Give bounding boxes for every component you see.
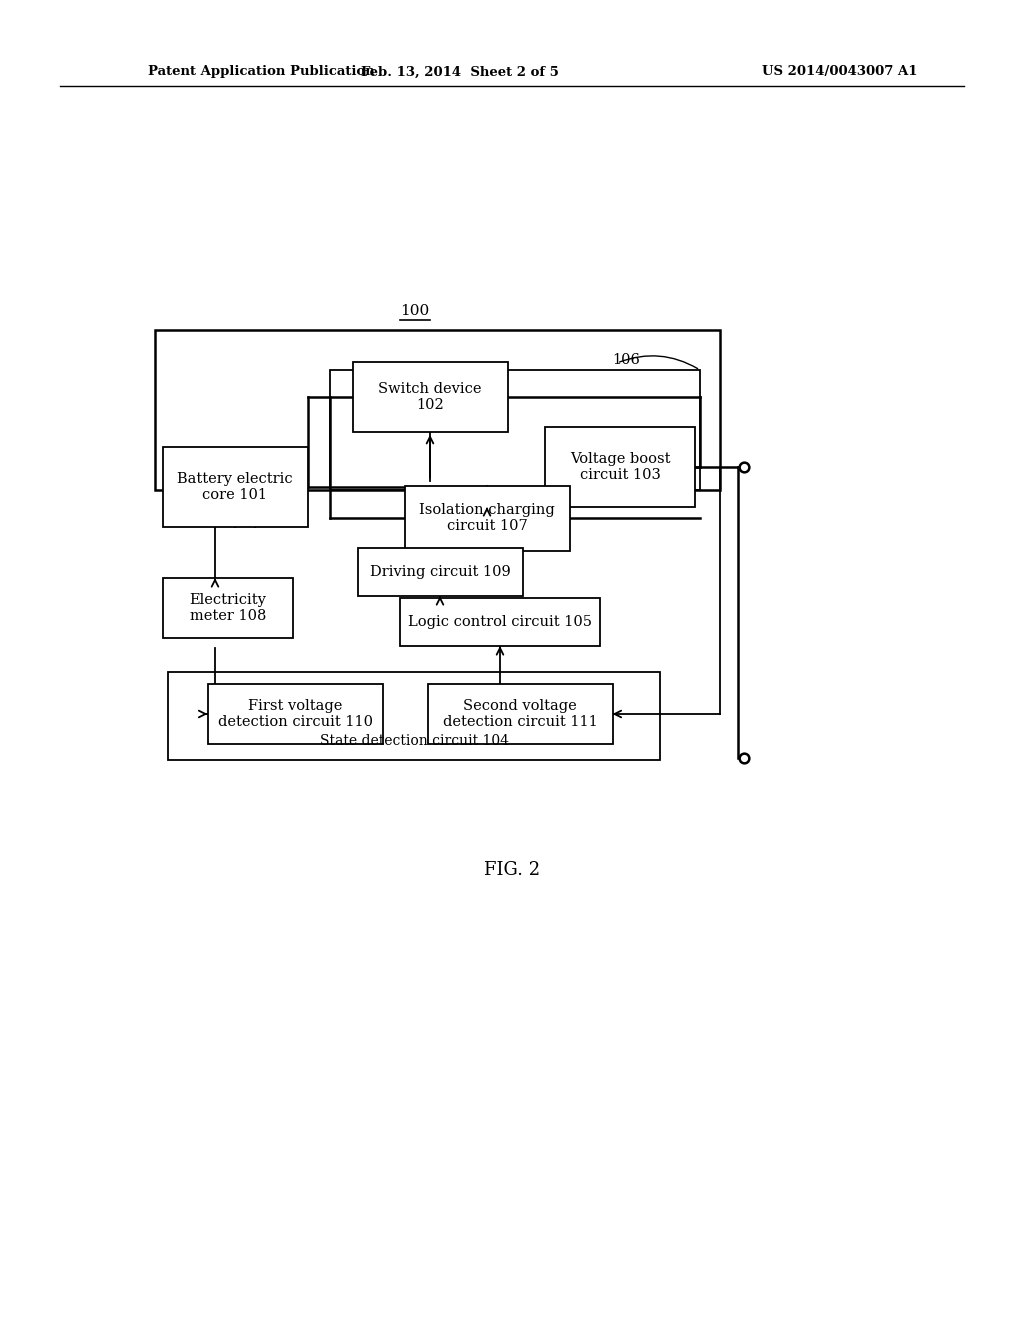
Text: Driving circuit 109: Driving circuit 109: [370, 565, 510, 579]
Text: Logic control circuit 105: Logic control circuit 105: [408, 615, 592, 630]
Text: FIG. 2: FIG. 2: [484, 861, 540, 879]
Bar: [404, 486, 569, 550]
Bar: [400, 598, 600, 645]
Text: 106: 106: [612, 352, 640, 367]
Bar: [357, 548, 522, 597]
Text: First voltage
detection circuit 110: First voltage detection circuit 110: [217, 698, 373, 729]
Bar: [330, 370, 700, 490]
Bar: [352, 362, 508, 432]
Bar: [155, 330, 720, 490]
Text: Patent Application Publication: Patent Application Publication: [148, 66, 375, 78]
Text: Feb. 13, 2014  Sheet 2 of 5: Feb. 13, 2014 Sheet 2 of 5: [361, 66, 559, 78]
Bar: [163, 578, 293, 638]
Text: Second voltage
detection circuit 111: Second voltage detection circuit 111: [442, 698, 597, 729]
Bar: [163, 447, 307, 527]
Text: US 2014/0043007 A1: US 2014/0043007 A1: [762, 66, 918, 78]
Text: Battery electric
core 101: Battery electric core 101: [177, 471, 293, 502]
Text: 100: 100: [400, 304, 430, 318]
Text: Electricity
meter 108: Electricity meter 108: [189, 593, 266, 623]
Text: Isolation charging
circuit 107: Isolation charging circuit 107: [419, 503, 555, 533]
Text: State detection circuit 104: State detection circuit 104: [321, 734, 510, 748]
Bar: [427, 684, 612, 744]
Text: Switch device
102: Switch device 102: [378, 381, 481, 412]
FancyArrowPatch shape: [620, 356, 697, 368]
Bar: [545, 426, 695, 507]
Bar: [168, 672, 660, 760]
Bar: [208, 684, 383, 744]
Text: Voltage boost
circuit 103: Voltage boost circuit 103: [569, 451, 671, 482]
